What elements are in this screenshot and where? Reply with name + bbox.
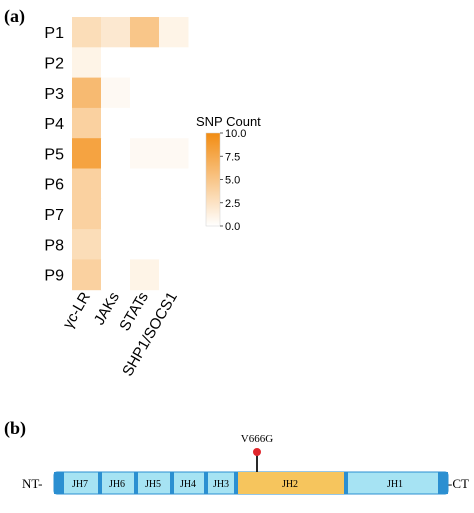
row-label-p6: P6 (44, 177, 64, 194)
heatmap-cell-p6-c3 (159, 168, 189, 200)
separator-jh6-jh5 (134, 472, 138, 494)
heatmap-row-labels: P1 P2 P3 P4 P5 P6 P7 P8 P9 (44, 25, 64, 284)
separator-ct (438, 472, 448, 494)
heatmap-cell-p9-c3 (159, 259, 189, 291)
heatmap-cell-p5-c0 (72, 138, 102, 169)
mutation-label: V666G (241, 433, 273, 445)
heatmap-cell-p9-c2 (130, 259, 160, 291)
heatmap-cell-p2-c0 (72, 47, 102, 79)
heatmap-cell-p4-c2 (130, 107, 160, 139)
heatmap-cell-p8-c2 (130, 229, 160, 260)
heatmap-cell-p3-c0 (72, 77, 102, 109)
domain-label-jh3: JH3 (213, 479, 229, 490)
heatmap-cell-p6-c1 (101, 168, 131, 200)
heatmap-cell-p4-c3 (159, 107, 189, 139)
ct-terminus-label: -CT (448, 476, 469, 491)
heatmap-cell-p9-c0 (72, 259, 102, 291)
row-label-p7: P7 (44, 207, 64, 224)
heatmap-cell-p8-c0 (72, 229, 102, 260)
heatmap-cell-p4-c1 (101, 107, 131, 139)
heatmap-cell-p3-c2 (130, 77, 160, 109)
colorbar-tick-label: 7.5 (225, 151, 240, 163)
colorbar-ticks: 10.0 7.5 5.0 2.5 0.0 (220, 128, 246, 233)
heatmap-cell-p2-c3 (159, 47, 189, 79)
heatmap-cell-p1-c2 (130, 17, 160, 48)
heatmap-cell-p2-c1 (101, 47, 131, 79)
separator-jh2-jh1 (344, 472, 348, 494)
row-label-p2: P2 (44, 55, 64, 72)
row-label-p5: P5 (44, 146, 64, 163)
domain-label-jh5: JH5 (145, 479, 161, 490)
row-label-p4: P4 (44, 116, 64, 133)
colorbar-title: SNP Count (196, 114, 261, 129)
heatmap-cell-p2-c2 (130, 47, 160, 79)
row-label-p9: P9 (44, 268, 64, 285)
colorbar-tick-label: 5.0 (225, 175, 240, 187)
heatmap-cell-p1-c3 (159, 17, 189, 48)
heatmap-cell-p5-c1 (101, 138, 131, 169)
panel-b-label: (b) (4, 418, 26, 439)
heatmap-cell-p5-c3 (159, 138, 189, 169)
separator-jh7-jh6 (98, 472, 102, 494)
colorbar-tick-label: 10.0 (225, 128, 246, 140)
mutation-dot (253, 448, 261, 456)
jh2-domain (234, 472, 344, 494)
heatmap-cell-p7-c2 (130, 198, 160, 230)
domain-label-jh6: JH6 (109, 479, 125, 490)
colorbar-tick-label: 2.5 (225, 198, 240, 210)
heatmap-cell-p5-c2 (130, 138, 160, 169)
heatmap-cell-p4-c0 (72, 107, 102, 139)
heatmap-cell-p1-c0 (72, 17, 102, 48)
heatmap-cell-p8-c1 (101, 229, 131, 260)
heatmap-cell-p6-c2 (130, 168, 160, 200)
domain-label-jh7: JH7 (72, 479, 88, 490)
row-label-p1: P1 (44, 25, 64, 42)
column-label-0: γc-LR (60, 289, 94, 332)
colorbar-tick-label: 0.0 (225, 221, 240, 233)
row-label-p8: P8 (44, 237, 64, 254)
heatmap-cell-p7-c3 (159, 198, 189, 230)
heatmap-cell-p3-c1 (101, 77, 131, 109)
heatmap-cell-p7-c1 (101, 198, 131, 230)
separator-nt (54, 472, 64, 494)
row-label-p3: P3 (44, 86, 64, 103)
nt-terminus-label: NT- (22, 476, 42, 491)
heatmap-cells (72, 17, 189, 291)
heatmap-cell-p1-c1 (101, 17, 131, 48)
heatmap-cell-p8-c3 (159, 229, 189, 260)
separator-jh4-jh3 (204, 472, 208, 494)
heatmap-cell-p9-c1 (101, 259, 131, 291)
panel-a-label: (a) (4, 6, 25, 27)
heatmap-cell-p3-c3 (159, 77, 189, 109)
separator-jh3-jh2 (234, 472, 238, 494)
heatmap-cell-p6-c0 (72, 168, 102, 200)
colorbar (205, 132, 221, 227)
domain-label-jh2: JH2 (282, 479, 298, 490)
domain-label-jh1: JH1 (387, 479, 403, 490)
domain-label-jh4: JH4 (180, 479, 196, 490)
separator-jh5-jh4 (170, 472, 174, 494)
heatmap-cell-p7-c0 (72, 198, 102, 230)
